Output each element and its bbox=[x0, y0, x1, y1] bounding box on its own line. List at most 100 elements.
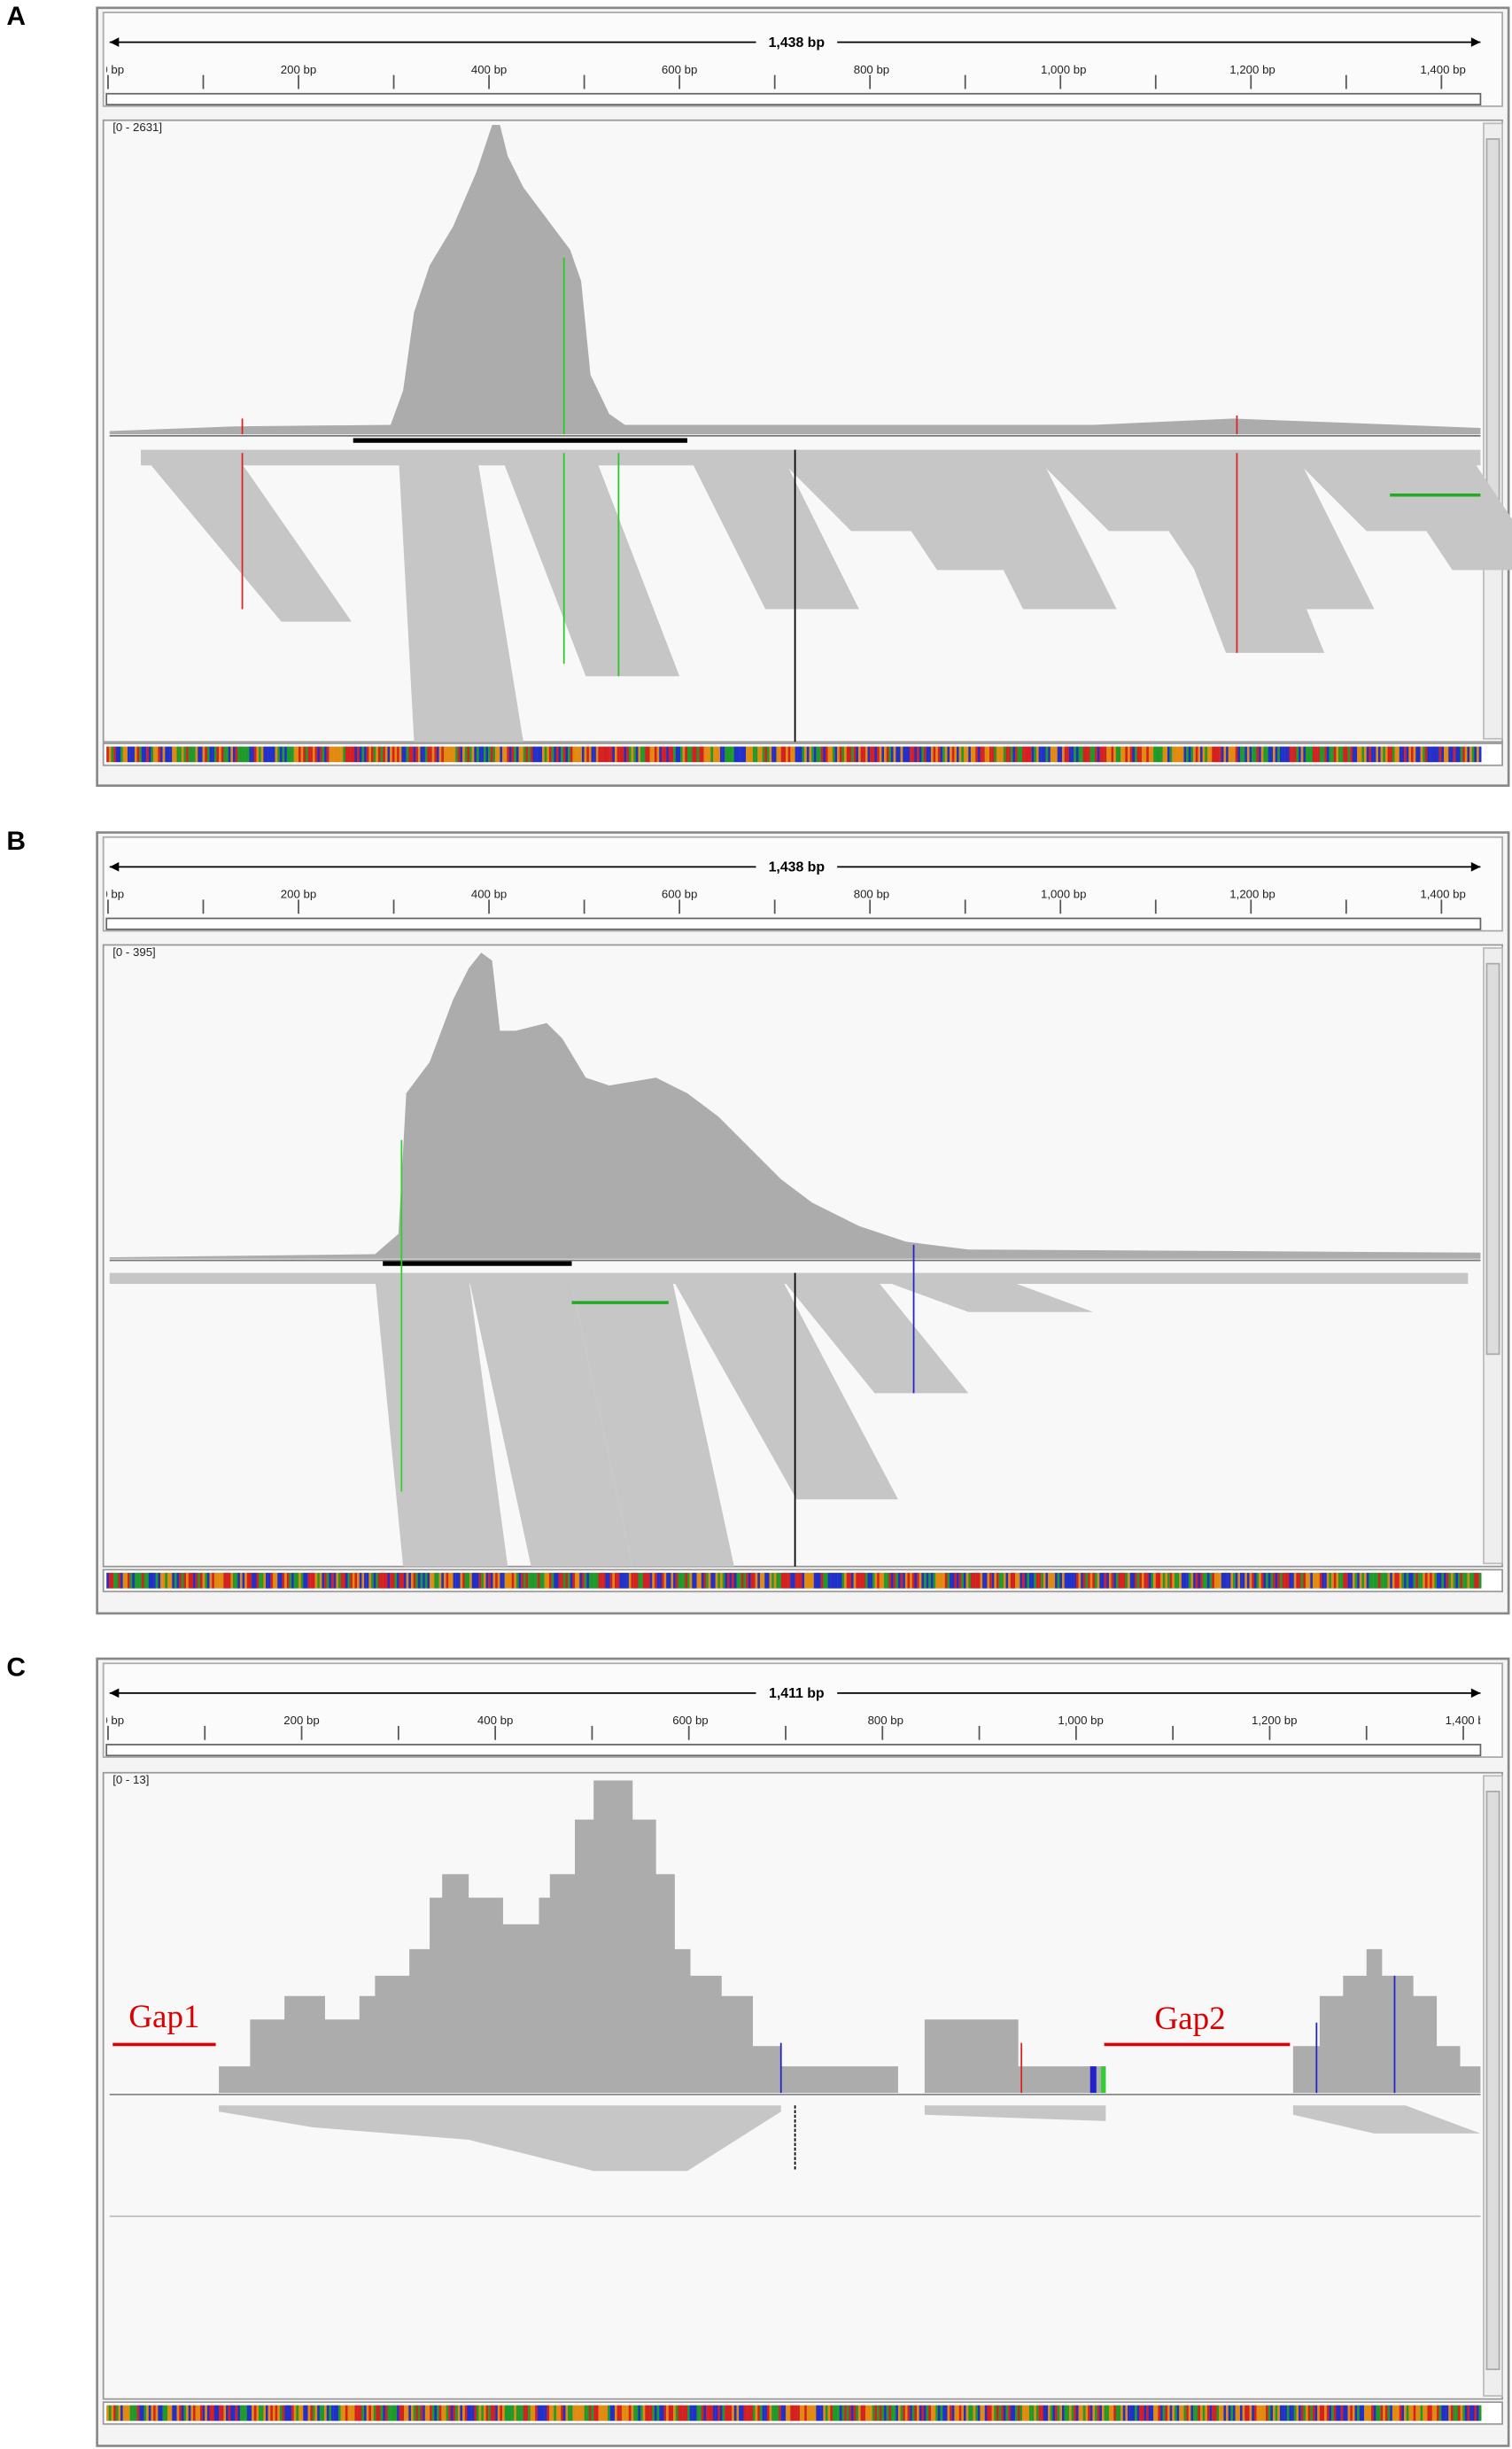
base bbox=[329, 1573, 332, 1589]
base bbox=[483, 1573, 486, 1589]
base bbox=[1226, 1573, 1229, 1589]
base bbox=[1221, 2405, 1224, 2422]
base bbox=[874, 2405, 878, 2422]
base bbox=[987, 746, 990, 763]
base bbox=[1394, 1573, 1398, 1589]
base bbox=[244, 2405, 248, 2422]
base bbox=[136, 1573, 140, 1589]
base bbox=[165, 1573, 168, 1589]
base bbox=[1364, 746, 1367, 763]
base bbox=[686, 2405, 690, 2422]
base bbox=[361, 2405, 365, 2422]
base bbox=[621, 1573, 624, 1589]
base bbox=[155, 746, 159, 763]
base bbox=[507, 2405, 510, 2422]
base bbox=[474, 746, 477, 763]
base bbox=[1464, 2405, 1468, 2422]
base bbox=[502, 746, 505, 763]
base bbox=[1179, 1573, 1182, 1589]
read-stack bbox=[1374, 453, 1512, 571]
base bbox=[1343, 746, 1346, 763]
base bbox=[961, 746, 965, 763]
base bbox=[708, 1573, 711, 1589]
base bbox=[1310, 746, 1314, 763]
base bbox=[1441, 2405, 1445, 2422]
base bbox=[1314, 746, 1318, 763]
base bbox=[1282, 746, 1285, 763]
span-label: 1,411 bp bbox=[769, 1686, 825, 1701]
base bbox=[940, 1573, 943, 1589]
base bbox=[547, 2405, 550, 2422]
base bbox=[1457, 2405, 1461, 2422]
base bbox=[312, 746, 315, 763]
base bbox=[139, 1573, 143, 1589]
base bbox=[989, 2405, 992, 2422]
base bbox=[1055, 1573, 1058, 1589]
base bbox=[903, 1573, 906, 1589]
base bbox=[1277, 2405, 1281, 2422]
base bbox=[661, 1573, 664, 1589]
base bbox=[1068, 746, 1072, 763]
base bbox=[337, 2405, 341, 2422]
base bbox=[1221, 746, 1224, 763]
base bbox=[219, 746, 221, 763]
base bbox=[1399, 746, 1402, 763]
base bbox=[968, 1573, 972, 1589]
base bbox=[329, 2405, 332, 2422]
base bbox=[151, 746, 154, 763]
base bbox=[1286, 1573, 1290, 1589]
base bbox=[368, 746, 372, 763]
base bbox=[223, 1573, 227, 1589]
base bbox=[364, 2405, 367, 2422]
base bbox=[1195, 746, 1198, 763]
base bbox=[1176, 2405, 1180, 2422]
base bbox=[361, 746, 365, 763]
base bbox=[832, 2405, 835, 2422]
base bbox=[1424, 2405, 1428, 2422]
base bbox=[1453, 2405, 1456, 2422]
base bbox=[1366, 746, 1369, 763]
base bbox=[750, 746, 754, 763]
base bbox=[272, 2405, 275, 2422]
base bbox=[586, 1573, 590, 1589]
base bbox=[907, 2405, 911, 2422]
base bbox=[221, 746, 224, 763]
base bbox=[1125, 746, 1128, 763]
base bbox=[614, 1573, 617, 1589]
base bbox=[431, 1573, 435, 1589]
base bbox=[1097, 1573, 1100, 1589]
base bbox=[555, 746, 559, 763]
base bbox=[910, 2405, 912, 2422]
base bbox=[1469, 2405, 1472, 2422]
base bbox=[935, 746, 939, 763]
base bbox=[881, 1573, 885, 1589]
base bbox=[1415, 1573, 1419, 1589]
base bbox=[1299, 2405, 1301, 2422]
base bbox=[249, 2405, 252, 2422]
base bbox=[1277, 1573, 1281, 1589]
base bbox=[743, 746, 747, 763]
base bbox=[1361, 2405, 1365, 2422]
base bbox=[1193, 2405, 1196, 2422]
base bbox=[483, 2405, 486, 2422]
base bbox=[1354, 746, 1358, 763]
base bbox=[1289, 1573, 1292, 1589]
base bbox=[1450, 746, 1454, 763]
base bbox=[759, 746, 763, 763]
base bbox=[1350, 746, 1353, 763]
base bbox=[1377, 2405, 1381, 2422]
gap-label: Gap2 bbox=[1154, 2001, 1225, 2037]
base bbox=[228, 1573, 231, 1589]
base bbox=[1430, 746, 1432, 763]
base bbox=[528, 746, 531, 763]
base bbox=[239, 1573, 243, 1589]
base bbox=[982, 1573, 985, 1589]
base bbox=[877, 1573, 880, 1589]
base bbox=[1129, 2405, 1133, 2422]
base bbox=[259, 746, 261, 763]
base bbox=[1300, 1573, 1304, 1589]
base bbox=[532, 1573, 536, 1589]
base bbox=[926, 746, 929, 763]
base bbox=[1399, 1573, 1402, 1589]
base bbox=[1266, 746, 1268, 763]
